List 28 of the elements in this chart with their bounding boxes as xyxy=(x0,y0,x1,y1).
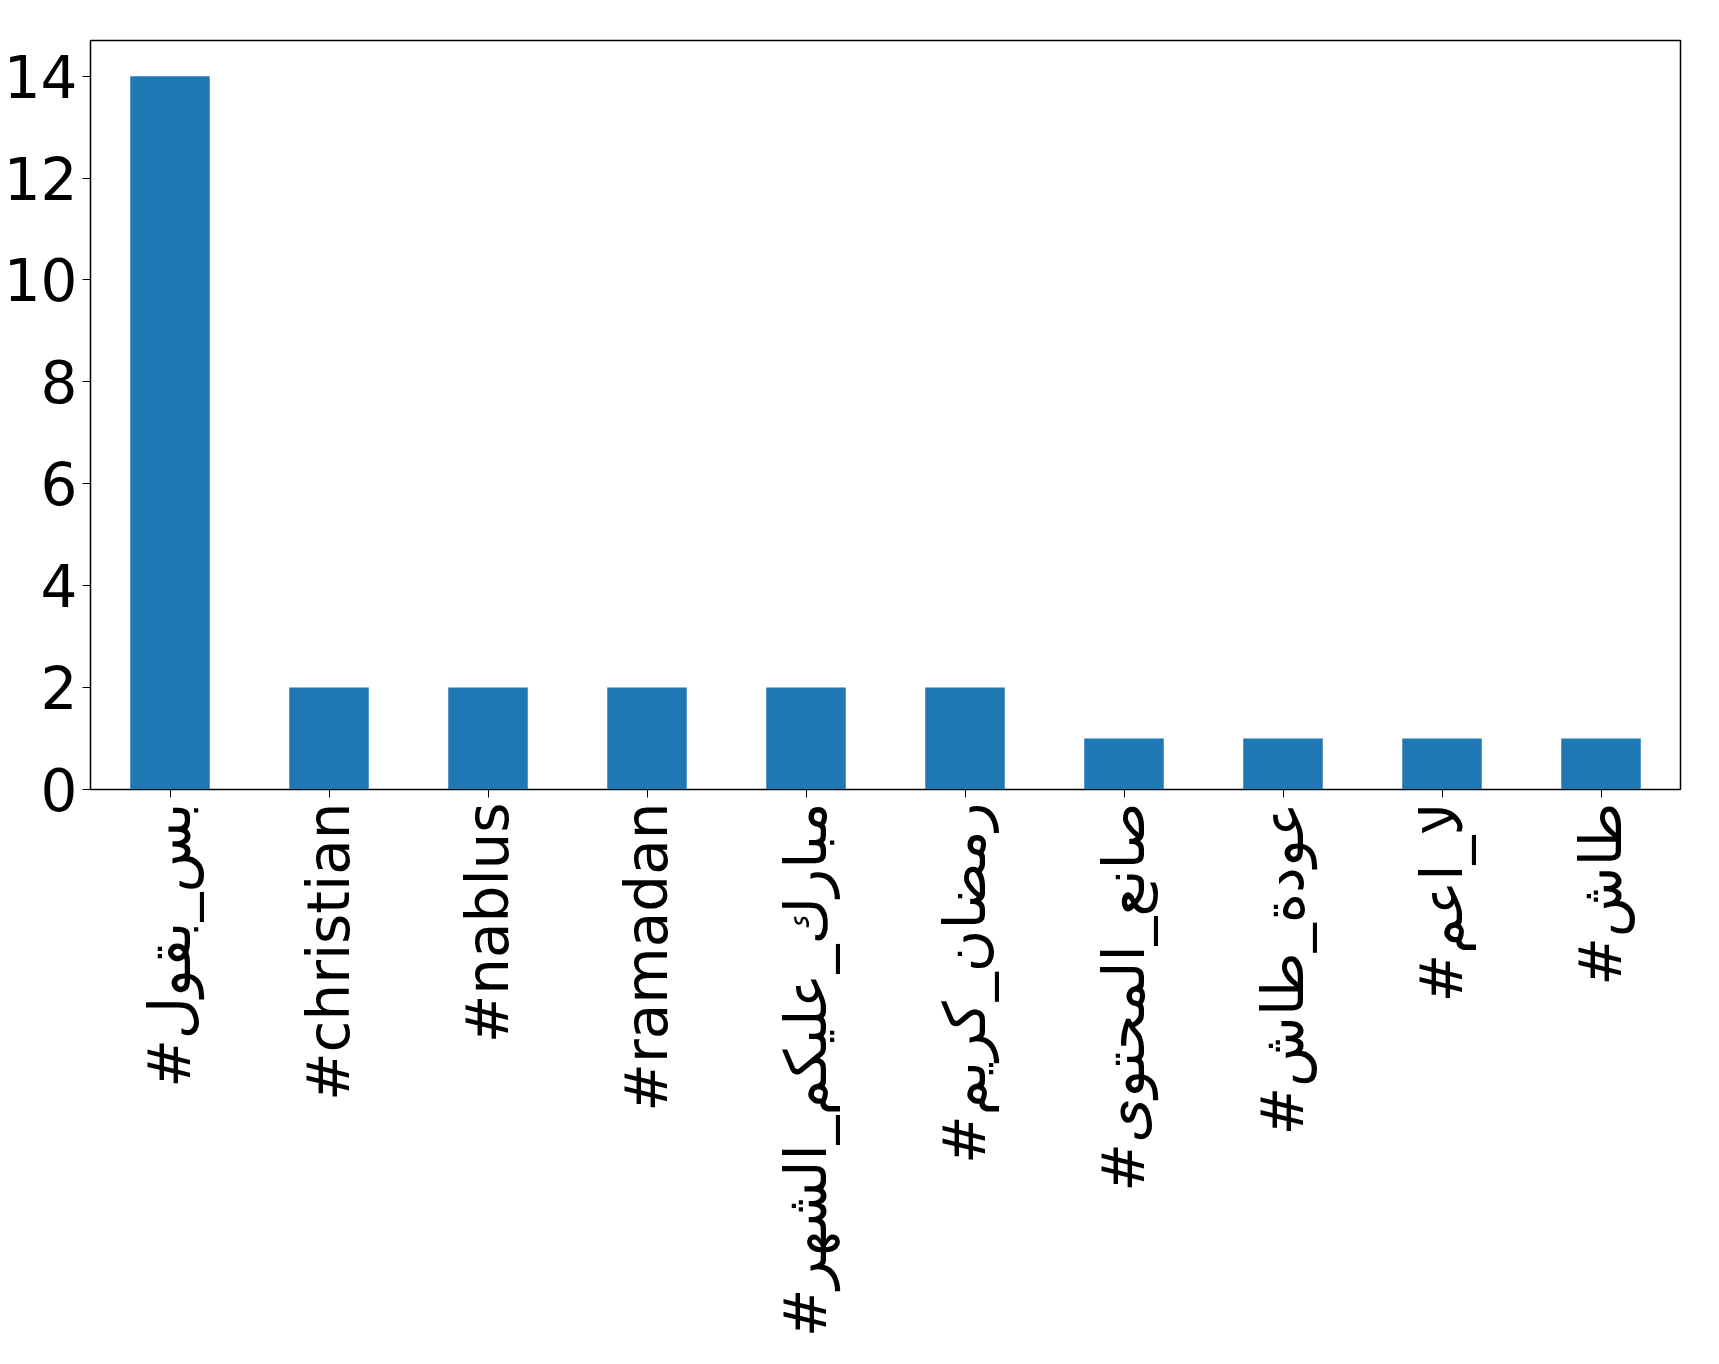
bar xyxy=(1084,738,1164,790)
x-tick-label: #بس_بقول xyxy=(136,802,205,1088)
y-tick-label: 0 xyxy=(40,757,78,825)
x-tick-label: #عودة_طاش xyxy=(1249,802,1318,1136)
bar xyxy=(925,687,1005,790)
x-tick-label: #christian xyxy=(295,802,363,1102)
y-tick-label: 6 xyxy=(40,451,78,520)
x-tick-label: #ramadan xyxy=(613,802,681,1112)
bar xyxy=(1561,738,1641,790)
x-tick-label: #رمضان_كريم xyxy=(931,802,1000,1165)
bar xyxy=(1243,738,1323,790)
x-tick-label: #صانع_المحتوى xyxy=(1090,802,1159,1192)
bar xyxy=(766,687,846,790)
x-tick-label: #nablus xyxy=(454,802,522,1044)
bar xyxy=(607,687,687,790)
y-tick-label: 8 xyxy=(40,349,78,418)
y-tick-label: 12 xyxy=(3,145,78,214)
y-tick-label: 4 xyxy=(40,553,78,622)
x-tick-label: #مبارك_عليكم_الشهر xyxy=(772,802,841,1338)
bar xyxy=(1402,738,1482,790)
y-tick-label: 2 xyxy=(40,655,78,724)
y-tick-label: 10 xyxy=(3,247,78,316)
bar xyxy=(448,687,528,790)
x-tick-label: #طاش xyxy=(1567,802,1635,986)
bar xyxy=(289,687,369,790)
y-tick-label: 14 xyxy=(3,43,78,112)
bar xyxy=(130,76,210,790)
x-tick-label: #لا_اعم xyxy=(1408,802,1476,1003)
